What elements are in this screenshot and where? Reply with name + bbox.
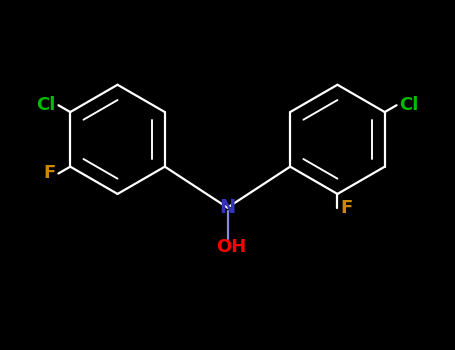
Text: F: F: [43, 164, 56, 182]
Text: Cl: Cl: [36, 96, 56, 114]
Text: Cl: Cl: [399, 96, 419, 114]
Text: OH: OH: [216, 238, 247, 256]
Text: N: N: [219, 198, 236, 217]
Text: F: F: [340, 198, 353, 217]
